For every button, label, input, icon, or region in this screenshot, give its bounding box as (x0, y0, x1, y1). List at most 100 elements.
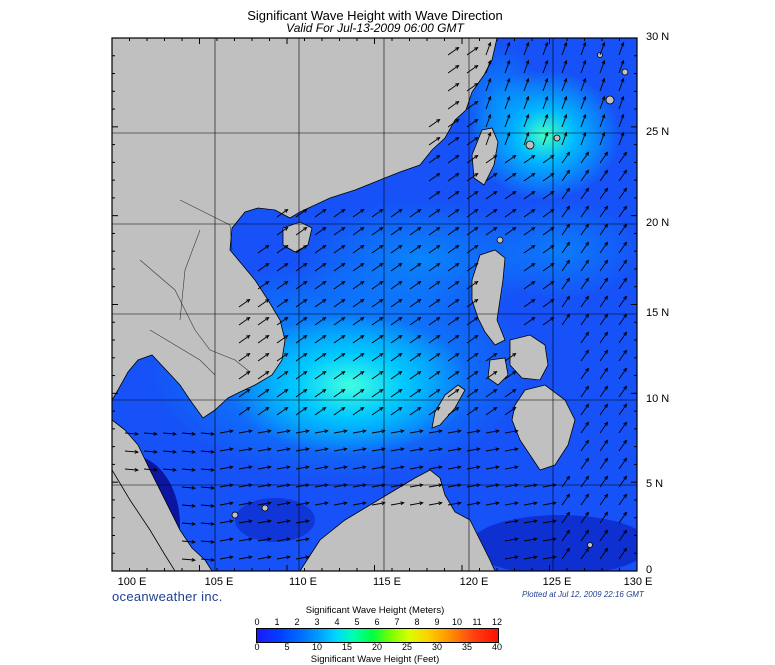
arrow-icon (333, 429, 348, 434)
arrow-icon (580, 77, 587, 92)
lat-label-15n: 15 N (646, 307, 670, 319)
arrow-icon (542, 537, 557, 542)
arrow-icon (542, 113, 549, 128)
arrow-icon (561, 295, 571, 308)
arrow-icon (352, 352, 365, 362)
arrow-icon (599, 349, 609, 362)
arrow-icon (390, 280, 403, 290)
arrow-icon (352, 316, 365, 326)
arrow-icon (504, 537, 519, 542)
arrow-icon (200, 539, 215, 544)
arrow-icon (219, 483, 234, 488)
arrow-icon (618, 241, 628, 254)
arrow-icon (523, 154, 536, 164)
arrow-icon (504, 483, 519, 488)
arrow-icon (466, 406, 479, 416)
arrow-icon (371, 244, 384, 254)
arrow-icon (485, 154, 498, 164)
arrow-icon (257, 334, 270, 344)
arrow-icon (257, 298, 270, 308)
arrow-icon (561, 547, 571, 560)
arrow-icon (542, 555, 557, 560)
arrow-icon (409, 501, 424, 506)
arrow-icon (466, 208, 479, 218)
arrow-icon (295, 406, 308, 416)
arrow-icon (371, 370, 384, 380)
arrow-icon (371, 208, 384, 218)
feet-tick-40: 40 (491, 642, 502, 652)
arrow-icon (219, 465, 234, 470)
arrow-icon (523, 244, 536, 254)
lat-label-30n: 30 N (646, 31, 670, 43)
arrow-icon (504, 59, 511, 74)
arrow-icon (580, 59, 587, 74)
arrow-icon (599, 205, 609, 218)
meters-tick-9: 9 (434, 617, 440, 627)
arrow-icon (485, 501, 500, 506)
arrow-icon (276, 483, 291, 488)
lon-label-125e: 125 E (542, 576, 572, 588)
arrow-icon (409, 447, 424, 452)
arrow-icon (371, 316, 384, 326)
arrow-icon (257, 519, 272, 524)
arrow-icon (333, 280, 346, 290)
arrow-icon (409, 316, 422, 326)
arrow-icon (542, 501, 557, 506)
arrow-icon (542, 483, 557, 488)
arrow-icon (314, 334, 327, 344)
arrow-icon (504, 113, 511, 128)
arrow-icon (466, 280, 479, 290)
arrow-icon (257, 447, 272, 452)
arrow-icon (390, 370, 403, 380)
luzon-island (471, 249, 506, 346)
arrow-icon (181, 449, 196, 454)
arrow-icon (561, 277, 571, 290)
arrow-icon (523, 172, 536, 182)
arrow-icon (238, 406, 251, 416)
arrow-icon (219, 519, 234, 524)
arrow-icon (580, 205, 590, 218)
arrow-icon (580, 511, 590, 524)
arrow-icon (485, 226, 498, 236)
arrow-icon (200, 431, 215, 436)
arrow-icon (561, 95, 568, 110)
arrow-icon (599, 277, 609, 290)
arrow-icon (523, 483, 538, 488)
arrow-icon (485, 77, 492, 92)
arrow-icon (333, 370, 346, 380)
arrow-icon (580, 151, 590, 164)
arrow-icon (295, 370, 308, 380)
arrow-icon (295, 280, 308, 290)
arrow-icon (314, 316, 327, 326)
arrow-icon (504, 465, 519, 470)
arrow-icon (333, 447, 348, 452)
arrow-icon (523, 501, 538, 506)
arrow-icon (295, 555, 310, 560)
arrow-icon (219, 429, 234, 434)
arrow-icon (257, 501, 272, 506)
arrow-icon (618, 547, 628, 560)
legend-meters-title: Significant Wave Height (Meters) (305, 605, 445, 616)
arrow-icon (485, 370, 498, 380)
color-scale-bar (256, 628, 499, 643)
arrow-icon (618, 77, 625, 92)
arrow-icon (238, 555, 253, 560)
arrow-icon (542, 77, 549, 92)
arrow-icon (257, 429, 272, 434)
lat-label-5n: 5 N (646, 478, 664, 490)
arrow-icon (561, 169, 571, 182)
lon-label-110e: 110 E (289, 576, 317, 588)
arrow-icon (485, 190, 498, 200)
arrow-icon (428, 429, 443, 434)
arrow-icon (409, 429, 424, 434)
sumatra-island (112, 469, 176, 571)
arrow-icon (371, 262, 384, 272)
arrow-icon (618, 403, 628, 416)
arrow-icon (447, 465, 462, 470)
feet-tick-0: 0 (254, 642, 260, 652)
arrow-icon (618, 151, 628, 164)
feet-tick-10: 10 (311, 642, 322, 652)
arrow-icon (352, 447, 367, 452)
arrow-icon (599, 421, 609, 434)
map-title: Significant Wave Height with Wave Direct… (247, 8, 503, 23)
